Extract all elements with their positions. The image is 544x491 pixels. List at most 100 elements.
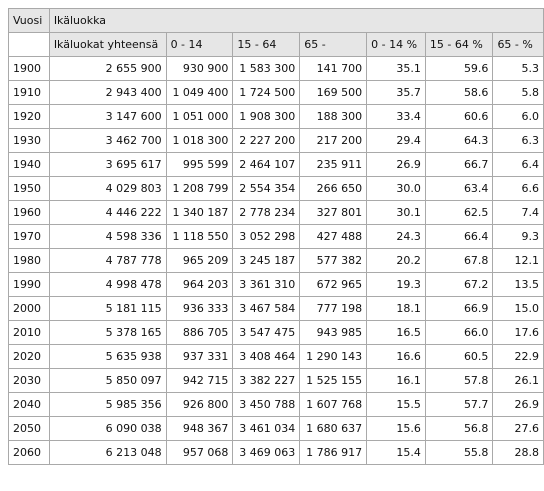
year-cell: 2060: [8, 440, 50, 465]
table-body: 1900 2 655 900 930 900 1 583 300 141 700 35.1…: [8, 56, 544, 465]
pct-15-64-cell: 66.4: [424, 224, 494, 249]
pct-65-cell: 28.8: [492, 440, 544, 465]
age-0-14-cell: 995 599: [165, 152, 234, 177]
pct-15-64-cell: 55.8: [424, 440, 494, 465]
pct-65-cell: 15.0: [492, 296, 544, 321]
age-15-64-cell: 3 361 310: [232, 272, 301, 297]
total-cell: 6 213 048: [48, 440, 167, 465]
year-cell: 2000: [8, 296, 50, 321]
age-65-cell: 577 382: [299, 248, 368, 273]
pct-0-14-cell: 29.4: [366, 128, 426, 153]
header-col-0-14: 0 - 14: [165, 32, 234, 57]
pct-65-cell: 26.1: [492, 368, 544, 393]
pct-65-cell: 27.6: [492, 416, 544, 441]
pct-65-cell: 6.3: [492, 128, 544, 153]
pct-0-14-cell: 16.5: [366, 320, 426, 345]
population-table: Vuosi Ikäluokka Ikäluokat yhteensä 0 - 1…: [8, 8, 544, 465]
pct-65-cell: 6.4: [492, 152, 544, 177]
pct-65-cell: 12.1: [492, 248, 544, 273]
pct-0-14-cell: 16.6: [366, 344, 426, 369]
header-ikaluokka: Ikäluokka: [48, 8, 544, 33]
pct-0-14-cell: 15.6: [366, 416, 426, 441]
age-15-64-cell: 3 461 034: [232, 416, 301, 441]
age-0-14-cell: 957 068: [165, 440, 234, 465]
year-cell: 1990: [8, 272, 50, 297]
age-0-14-cell: 886 705: [165, 320, 234, 345]
header-col-total: Ikäluokat yhteensä: [48, 32, 167, 57]
pct-0-14-cell: 35.1: [366, 56, 426, 81]
pct-15-64-cell: 60.5: [424, 344, 494, 369]
age-15-64-cell: 3 547 475: [232, 320, 301, 345]
age-15-64-cell: 3 450 788: [232, 392, 301, 417]
age-0-14-cell: 1 018 300: [165, 128, 234, 153]
header-empty-cell: [8, 32, 50, 57]
pct-0-14-cell: 35.7: [366, 80, 426, 105]
pct-15-64-cell: 58.6: [424, 80, 494, 105]
age-0-14-cell: 948 367: [165, 416, 234, 441]
age-65-cell: 943 985: [299, 320, 368, 345]
age-0-14-cell: 937 331: [165, 344, 234, 369]
pct-15-64-cell: 67.2: [424, 272, 494, 297]
table-row: 1960 4 446 222 1 340 187 2 778 234 327 801 30…: [8, 200, 544, 225]
year-cell: 1960: [8, 200, 50, 225]
age-15-64-cell: 2 464 107: [232, 152, 301, 177]
table-row: 1970 4 598 336 1 118 550 3 052 298 427 488 24…: [8, 224, 544, 249]
pct-0-14-cell: 24.3: [366, 224, 426, 249]
pct-65-cell: 7.4: [492, 200, 544, 225]
age-15-64-cell: 3 408 464: [232, 344, 301, 369]
age-65-cell: 1 786 917: [299, 440, 368, 465]
header-row-2: Ikäluokat yhteensä 0 - 14 15 - 64 65 - 0…: [8, 32, 544, 57]
age-15-64-cell: 3 382 227: [232, 368, 301, 393]
age-0-14-cell: 1 049 400: [165, 80, 234, 105]
pct-15-64-cell: 57.7: [424, 392, 494, 417]
age-0-14-cell: 926 800: [165, 392, 234, 417]
table-row: 1950 4 029 803 1 208 799 2 554 354 266 650 30…: [8, 176, 544, 201]
age-65-cell: 1 290 143: [299, 344, 368, 369]
age-65-cell: 1 680 637: [299, 416, 368, 441]
age-0-14-cell: 930 900: [165, 56, 234, 81]
table-row: 1940 3 695 617 995 599 2 464 107 235 911 26.9…: [8, 152, 544, 177]
pct-15-64-cell: 67.8: [424, 248, 494, 273]
pct-65-cell: 13.5: [492, 272, 544, 297]
age-0-14-cell: 964 203: [165, 272, 234, 297]
year-cell: 1940: [8, 152, 50, 177]
age-65-cell: 777 198: [299, 296, 368, 321]
table-row: 2040 5 985 356 926 800 3 450 788 1 607 768 15…: [8, 392, 544, 417]
total-cell: 5 850 097: [48, 368, 167, 393]
age-65-cell: 188 300: [299, 104, 368, 129]
age-65-cell: 1 607 768: [299, 392, 368, 417]
age-65-cell: 327 801: [299, 200, 368, 225]
age-65-cell: 1 525 155: [299, 368, 368, 393]
total-cell: 2 655 900: [48, 56, 167, 81]
year-cell: 2030: [8, 368, 50, 393]
total-cell: 5 181 115: [48, 296, 167, 321]
header-row-1: Vuosi Ikäluokka: [8, 8, 544, 33]
table-row: 2000 5 181 115 936 333 3 467 584 777 198 18.1…: [8, 296, 544, 321]
pct-65-cell: 22.9: [492, 344, 544, 369]
pct-15-64-cell: 59.6: [424, 56, 494, 81]
header-col-15-64: 15 - 64: [232, 32, 301, 57]
total-cell: 4 446 222: [48, 200, 167, 225]
pct-15-64-cell: 56.8: [424, 416, 494, 441]
total-cell: 5 635 938: [48, 344, 167, 369]
table-row: 2010 5 378 165 886 705 3 547 475 943 985 16.5…: [8, 320, 544, 345]
table-row: 2050 6 090 038 948 367 3 461 034 1 680 637 15…: [8, 416, 544, 441]
age-15-64-cell: 1 583 300: [232, 56, 301, 81]
total-cell: 4 598 336: [48, 224, 167, 249]
pct-15-64-cell: 64.3: [424, 128, 494, 153]
year-cell: 2050: [8, 416, 50, 441]
age-15-64-cell: 3 467 584: [232, 296, 301, 321]
year-cell: 2040: [8, 392, 50, 417]
age-65-cell: 672 965: [299, 272, 368, 297]
total-cell: 3 462 700: [48, 128, 167, 153]
total-cell: 4 998 478: [48, 272, 167, 297]
table-row: 2060 6 213 048 957 068 3 469 063 1 786 917 15…: [8, 440, 544, 465]
table-row: 1900 2 655 900 930 900 1 583 300 141 700 35.1…: [8, 56, 544, 81]
pct-15-64-cell: 63.4: [424, 176, 494, 201]
pct-0-14-cell: 30.0: [366, 176, 426, 201]
pct-65-cell: 5.8: [492, 80, 544, 105]
age-15-64-cell: 1 724 500: [232, 80, 301, 105]
age-0-14-cell: 936 333: [165, 296, 234, 321]
year-cell: 2020: [8, 344, 50, 369]
pct-0-14-cell: 20.2: [366, 248, 426, 273]
